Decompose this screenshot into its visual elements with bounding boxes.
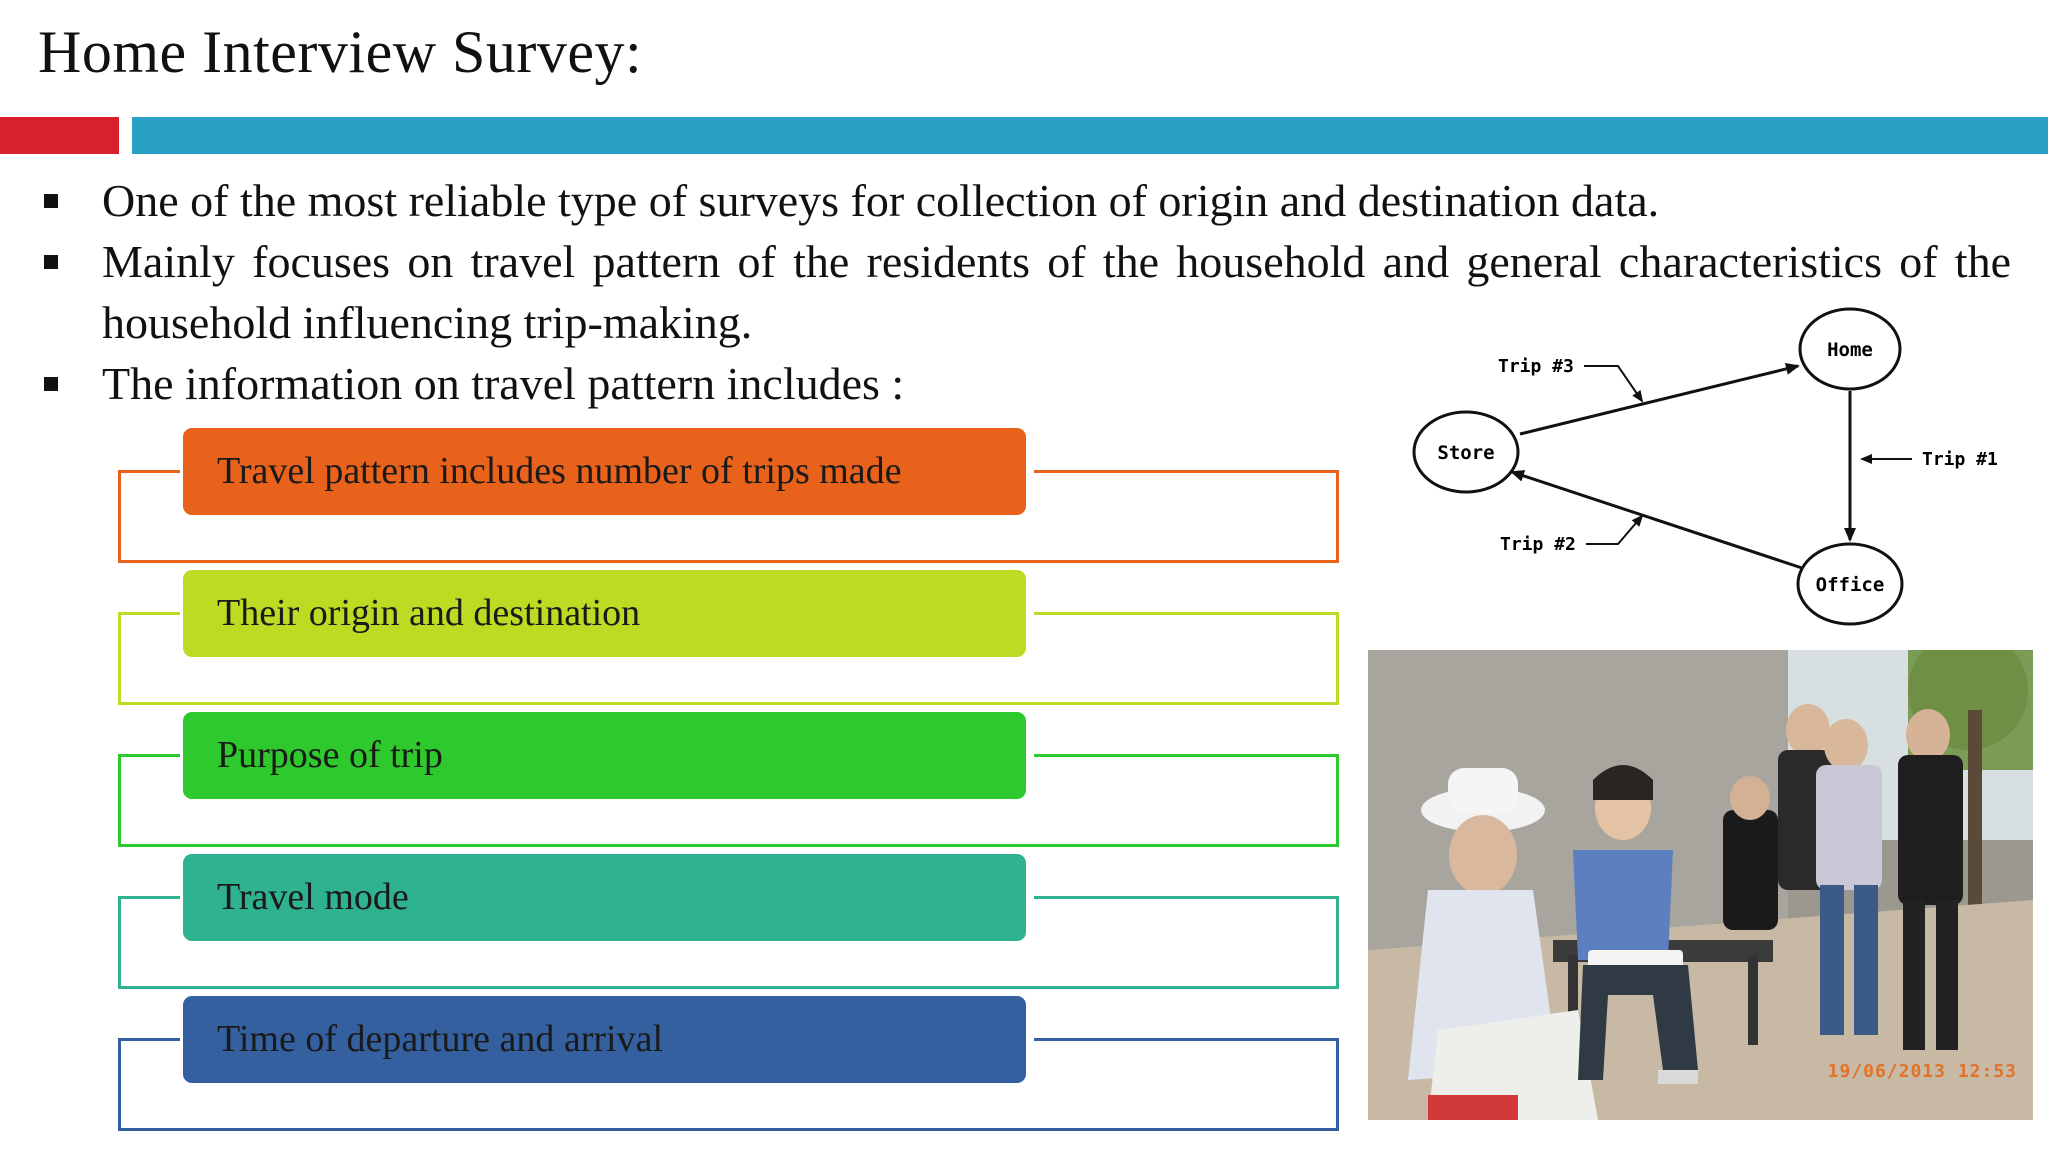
- trip3-label: Trip #3: [1498, 356, 1574, 377]
- node-office-label: Office: [1816, 574, 1885, 596]
- bullet-text: Mainly focuses on travel pattern of the …: [102, 236, 2011, 348]
- interview-photo-illustration: [1368, 650, 2033, 1120]
- bullet-item: One of the most reliable type of surveys…: [36, 170, 2011, 231]
- item-pill: Travel pattern includes number of trips …: [183, 428, 1026, 515]
- bullet-marker-icon: [44, 255, 58, 269]
- bullet-item: The information on travel pattern includ…: [36, 353, 2011, 414]
- item-row-frame: [118, 1038, 1339, 1131]
- bullet-marker-icon: [44, 194, 58, 208]
- accent-bar-red: [0, 117, 119, 154]
- bullet-marker-icon: [44, 377, 58, 391]
- accent-bar-blue: [132, 117, 2048, 154]
- trip-edge-store-home: [1519, 363, 1800, 436]
- bullet-text: The information on travel pattern includ…: [102, 358, 905, 409]
- interview-photo: 19/06/2013 12:53: [1368, 650, 2033, 1120]
- trip1-label: Trip #1: [1922, 449, 1998, 470]
- slide-title: Home Interview Survey:: [38, 19, 643, 85]
- item-pill: Time of departure and arrival: [183, 996, 1026, 1083]
- item-row-frame: [118, 896, 1339, 989]
- item-pill: Travel mode: [183, 854, 1026, 941]
- trip3-leader: [1584, 365, 1644, 403]
- node-office: [1796, 542, 1904, 626]
- item-pill: Purpose of trip: [183, 712, 1026, 799]
- node-home: [1798, 307, 1902, 391]
- photo-timestamp: 19/06/2013 12:53: [1827, 1061, 2017, 1082]
- item-row-frame: [118, 754, 1339, 847]
- item-row-frame: [118, 470, 1339, 563]
- node-store-label: Store: [1437, 442, 1494, 464]
- bullet-text: One of the most reliable type of surveys…: [102, 175, 1660, 226]
- bullet-list: One of the most reliable type of surveys…: [36, 170, 2011, 414]
- trip-edge-office-store: [1510, 470, 1803, 570]
- node-store: [1412, 410, 1520, 494]
- trip-diagram: Home Store Office Trip #3 Trip #1 Trip #…: [1412, 307, 1998, 626]
- trip2-leader: [1586, 514, 1644, 545]
- item-pill: Their origin and destination: [183, 570, 1026, 657]
- node-home-label: Home: [1827, 339, 1873, 361]
- item-row-frame: [118, 612, 1339, 705]
- bullet-item: Mainly focuses on travel pattern of the …: [36, 231, 2011, 353]
- trip2-label: Trip #2: [1500, 534, 1576, 555]
